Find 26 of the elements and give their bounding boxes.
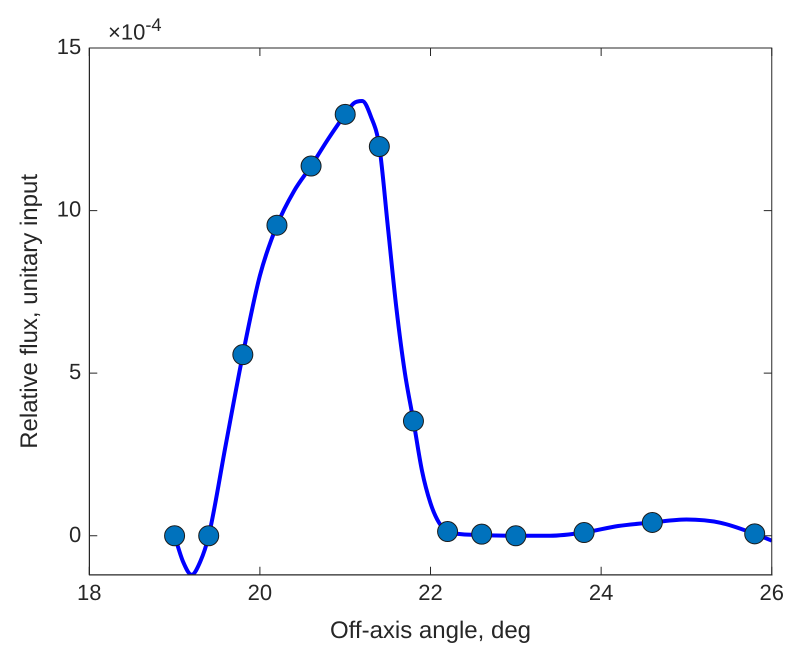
y-tick-label: 5 xyxy=(69,359,82,384)
point xyxy=(402,410,424,432)
point xyxy=(471,524,492,545)
x-tick-label: 22 xyxy=(418,580,443,606)
text: ×10$^{-4}$ xyxy=(108,14,162,46)
x-axis-title: Off-axis angle, deg xyxy=(330,617,532,644)
point xyxy=(232,344,254,366)
point xyxy=(368,136,390,158)
y-tick-label: 10 xyxy=(56,196,82,222)
point xyxy=(505,525,526,546)
point xyxy=(437,521,458,542)
x-tick-label: 24 xyxy=(588,580,614,606)
y-tick-label: 15 xyxy=(56,34,82,60)
point xyxy=(574,522,595,544)
y-axis-title: Relative flux, unitary input xyxy=(16,174,44,449)
point xyxy=(642,512,663,533)
x-tick-label: 20 xyxy=(248,580,272,606)
point xyxy=(266,214,288,236)
y-tick-label: 0 xyxy=(69,522,82,547)
point xyxy=(744,523,766,544)
x-tick-label: 18 xyxy=(77,580,102,606)
point xyxy=(198,525,220,546)
x-tick-label: 26 xyxy=(760,580,784,606)
point xyxy=(164,525,186,546)
point xyxy=(300,156,322,177)
point xyxy=(334,104,356,125)
